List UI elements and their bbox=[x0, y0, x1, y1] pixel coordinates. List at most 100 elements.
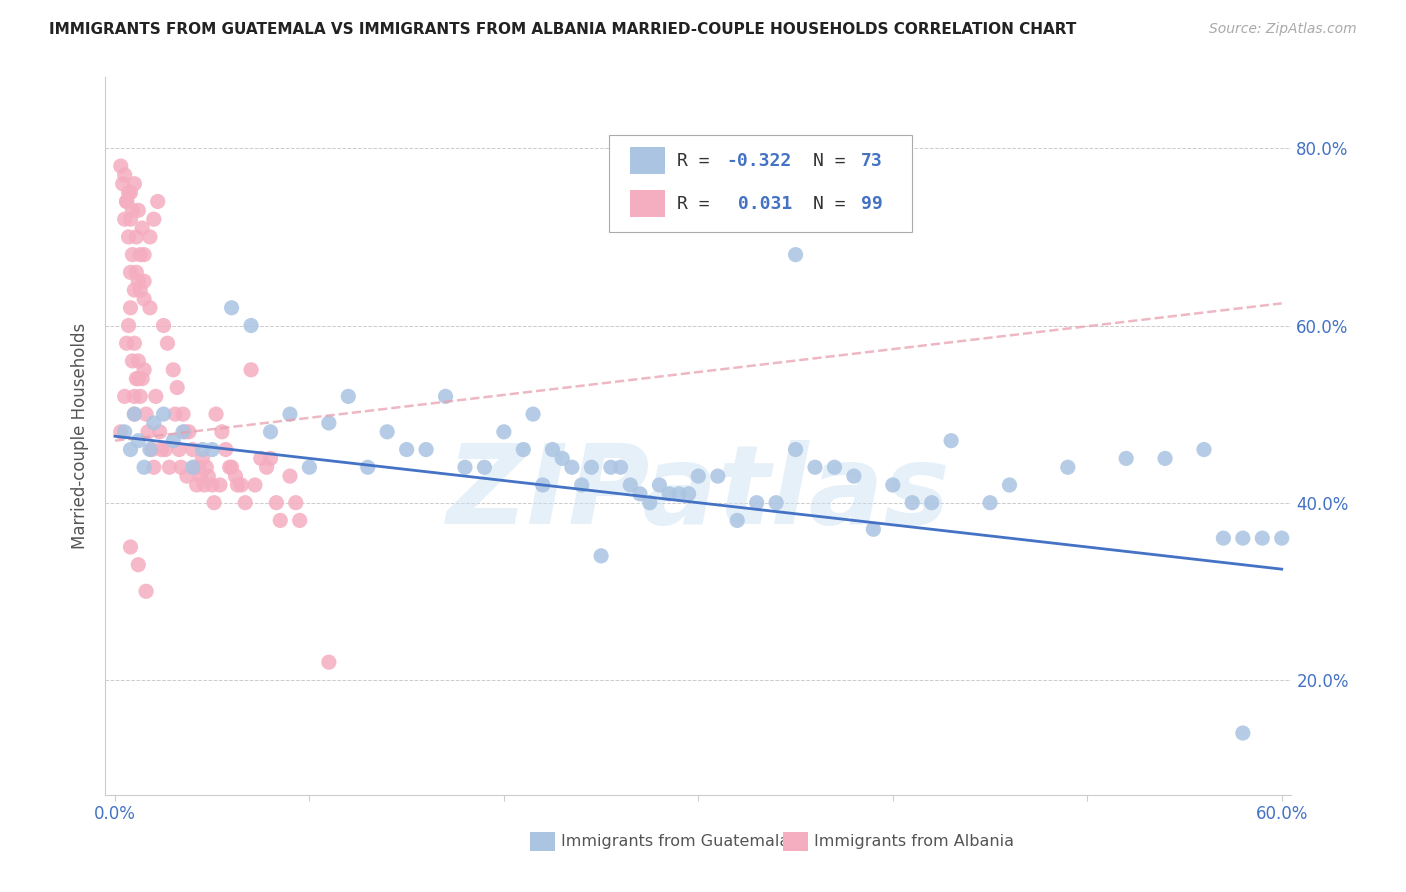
Point bbox=[842, 469, 865, 483]
Point bbox=[249, 451, 271, 466]
Point bbox=[132, 292, 155, 306]
Point bbox=[318, 416, 340, 430]
Text: 73: 73 bbox=[860, 152, 883, 169]
Point bbox=[124, 407, 146, 421]
Point bbox=[131, 372, 153, 386]
Point bbox=[191, 442, 214, 457]
Point bbox=[979, 496, 1001, 510]
Point bbox=[318, 655, 340, 669]
Point bbox=[1192, 442, 1215, 457]
Point bbox=[785, 442, 807, 457]
Point bbox=[120, 265, 142, 279]
Point bbox=[129, 283, 152, 297]
Point bbox=[785, 247, 807, 261]
FancyBboxPatch shape bbox=[609, 135, 912, 232]
Point bbox=[162, 434, 184, 448]
Point bbox=[136, 425, 159, 439]
Point bbox=[152, 407, 174, 421]
Point bbox=[124, 177, 146, 191]
Point bbox=[512, 442, 534, 457]
Point bbox=[142, 460, 165, 475]
Point bbox=[110, 159, 132, 173]
Point bbox=[215, 442, 238, 457]
Point bbox=[124, 389, 146, 403]
Point bbox=[135, 584, 157, 599]
Text: ZIPatlas: ZIPatlas bbox=[447, 440, 950, 547]
Point bbox=[172, 425, 194, 439]
Point bbox=[298, 460, 321, 475]
Point bbox=[619, 478, 641, 492]
Point bbox=[725, 513, 748, 527]
Point bbox=[638, 496, 661, 510]
Point bbox=[110, 425, 132, 439]
Point bbox=[129, 389, 152, 403]
Point bbox=[142, 416, 165, 430]
Point bbox=[218, 460, 240, 475]
Point bbox=[208, 478, 231, 492]
Point bbox=[195, 460, 218, 475]
Point bbox=[284, 496, 307, 510]
Point bbox=[201, 478, 224, 492]
Text: 0.031: 0.031 bbox=[727, 194, 792, 212]
Point bbox=[678, 487, 700, 501]
Point bbox=[190, 469, 212, 483]
Point bbox=[1056, 460, 1078, 475]
Point bbox=[127, 372, 149, 386]
Point bbox=[142, 212, 165, 227]
Point bbox=[193, 478, 215, 492]
Point bbox=[120, 540, 142, 554]
Point bbox=[688, 469, 710, 483]
Point bbox=[132, 460, 155, 475]
Text: -0.322: -0.322 bbox=[727, 152, 792, 169]
Point bbox=[152, 318, 174, 333]
Point bbox=[998, 478, 1021, 492]
Text: Immigrants from Guatemala: Immigrants from Guatemala bbox=[561, 834, 789, 849]
Point bbox=[120, 301, 142, 315]
Point bbox=[114, 389, 136, 403]
Text: Source: ZipAtlas.com: Source: ZipAtlas.com bbox=[1209, 22, 1357, 37]
Point bbox=[115, 194, 138, 209]
Point bbox=[181, 442, 204, 457]
Text: R =: R = bbox=[676, 152, 720, 169]
Point bbox=[288, 513, 311, 527]
Point bbox=[117, 230, 139, 244]
Point bbox=[183, 460, 205, 475]
Point bbox=[121, 354, 143, 368]
Point bbox=[541, 442, 564, 457]
Point bbox=[531, 478, 554, 492]
Point bbox=[395, 442, 418, 457]
Point bbox=[474, 460, 496, 475]
Point bbox=[765, 496, 787, 510]
Point bbox=[266, 496, 288, 510]
Point bbox=[186, 478, 208, 492]
Point bbox=[278, 469, 301, 483]
Point bbox=[114, 212, 136, 227]
Point bbox=[240, 318, 263, 333]
Point bbox=[114, 168, 136, 182]
Point bbox=[197, 469, 219, 483]
Point bbox=[124, 407, 146, 421]
Point bbox=[125, 372, 148, 386]
Point bbox=[141, 442, 163, 457]
Point bbox=[745, 496, 768, 510]
Point bbox=[139, 442, 162, 457]
Point bbox=[132, 274, 155, 288]
Point bbox=[120, 442, 142, 457]
Point bbox=[117, 318, 139, 333]
Point bbox=[357, 460, 380, 475]
Point bbox=[125, 230, 148, 244]
Point bbox=[125, 265, 148, 279]
Point bbox=[221, 301, 243, 315]
Point bbox=[1271, 531, 1294, 545]
Point bbox=[1289, 531, 1312, 545]
Text: N =: N = bbox=[814, 152, 856, 169]
Point bbox=[658, 487, 681, 501]
Point bbox=[211, 425, 233, 439]
Point bbox=[243, 478, 266, 492]
Point bbox=[226, 478, 249, 492]
Point bbox=[231, 478, 253, 492]
Point bbox=[668, 487, 690, 501]
Point bbox=[167, 442, 190, 457]
Point bbox=[609, 460, 631, 475]
Point bbox=[139, 230, 162, 244]
